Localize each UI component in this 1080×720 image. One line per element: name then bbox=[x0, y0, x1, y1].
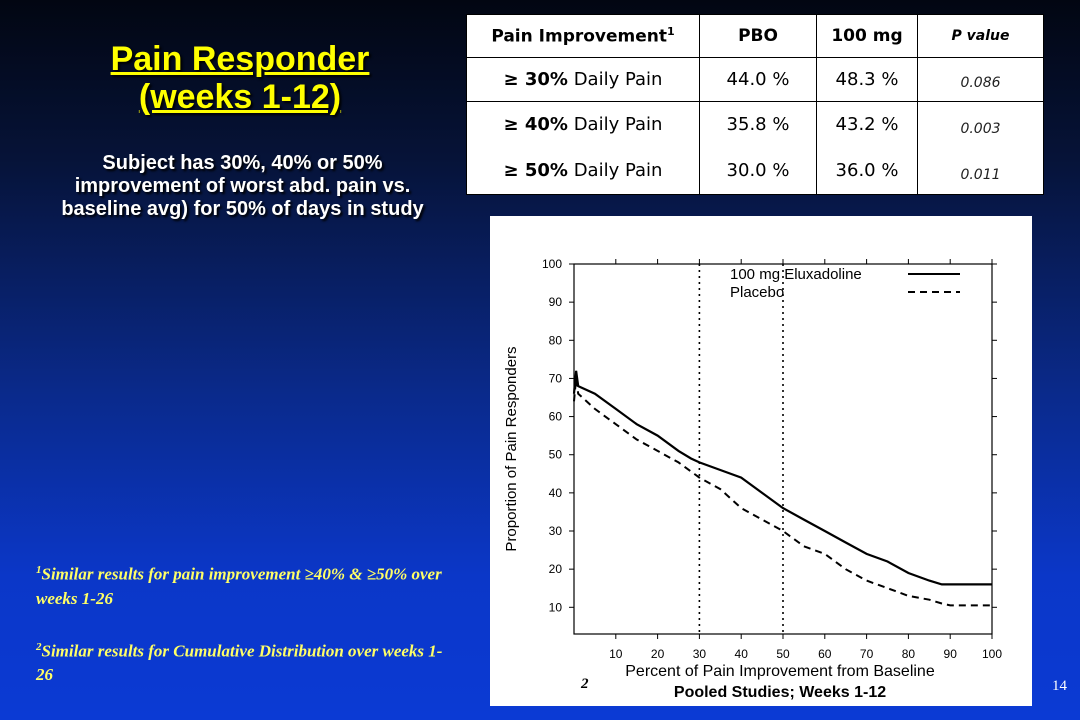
row-dose-value: 43.2 % bbox=[835, 114, 899, 135]
x-axis-label: Percent of Pain Improvement from Baselin… bbox=[625, 663, 935, 680]
legend-label: 100 mg Eluxadoline bbox=[730, 266, 862, 283]
footnote-2-marker: 2 bbox=[36, 640, 42, 653]
row-pbo-value: 44.0 % bbox=[699, 57, 817, 102]
row-p-values: 0.003 0.011 bbox=[917, 101, 1044, 195]
y-tick-label: 10 bbox=[549, 600, 563, 614]
x-tick-label: 20 bbox=[651, 647, 665, 661]
row-label: ≥ 30% Daily Pain bbox=[466, 57, 700, 102]
gridlines bbox=[698, 264, 784, 634]
title-line-2: (weeks 1-12) bbox=[138, 78, 342, 116]
row-label: ≥ 50% Daily Pain bbox=[503, 160, 663, 181]
results-table: Pain Improvement1 PBO 100 mg P value ≥ 3… bbox=[466, 14, 1044, 195]
table-row: ≥ 30% Daily Pain 44.0 % 48.3 % 0.086 bbox=[466, 57, 1044, 102]
responder-definition: Subject has 30%, 40% or 50% improvement … bbox=[61, 152, 424, 220]
header-100mg: 100 mg bbox=[816, 14, 918, 58]
responder-chart-svg: 10 20 30 40 50 60 70 80 90 100 10 20 30 40 50 60 70 80 90 1… bbox=[503, 257, 1002, 701]
x-tick-label: 60 bbox=[818, 647, 832, 661]
row-pbo-value: 35.8 % bbox=[726, 114, 790, 135]
chart-footnote-marker: 2 bbox=[581, 676, 589, 692]
x-tick-label: 100 bbox=[982, 647, 1002, 661]
row-dose-value: 36.0 % bbox=[835, 160, 899, 181]
x-tick-label: 70 bbox=[860, 647, 874, 661]
x-tick-label: 40 bbox=[735, 647, 749, 661]
header-pbo: PBO bbox=[699, 14, 817, 58]
y-tick-label: 30 bbox=[549, 524, 563, 538]
y-tick-label: 90 bbox=[549, 295, 563, 309]
axis-ticks: 10 20 30 40 50 60 70 80 90 100 10 20 30 40 50 60 70 80 90 1… bbox=[542, 257, 1002, 661]
table-row-merged: ≥ 40% Daily Pain ≥ 50% Daily Pain 35.8 %… bbox=[466, 101, 1044, 195]
slide-title: Pain Responder (weeks 1-12) bbox=[70, 40, 410, 116]
x-tick-label: 90 bbox=[944, 647, 958, 661]
table-header-row: Pain Improvement1 PBO 100 mg P value bbox=[466, 14, 1044, 58]
header-p-value: P value bbox=[917, 14, 1044, 58]
row-p-value: 0.086 bbox=[917, 57, 1044, 102]
footnote-2: 2Similar results for Cumulative Distribu… bbox=[36, 635, 456, 688]
row-pbo-value: 30.0 % bbox=[726, 160, 790, 181]
row-labels: ≥ 40% Daily Pain ≥ 50% Daily Pain bbox=[466, 101, 700, 195]
x-tick-label: 50 bbox=[776, 647, 790, 661]
series-layer bbox=[572, 370, 992, 607]
row-pbo-values: 35.8 % 30.0 % bbox=[699, 101, 817, 195]
y-tick-label: 20 bbox=[549, 562, 563, 576]
row-p-value: 0.011 bbox=[960, 167, 1001, 183]
row-dose-values: 43.2 % 36.0 % bbox=[816, 101, 918, 195]
row-dose-value: 48.3 % bbox=[816, 57, 918, 102]
x-tick-label: 30 bbox=[693, 647, 707, 661]
x-tick-label: 10 bbox=[609, 647, 623, 661]
x-tick-label: 80 bbox=[902, 647, 916, 661]
y-tick-label: 70 bbox=[549, 371, 563, 385]
y-tick-label: 60 bbox=[549, 410, 563, 424]
footnotes: 1Similar results for pain improvement ≥4… bbox=[36, 558, 456, 711]
header-pain-improvement: Pain Improvement1 bbox=[466, 14, 700, 58]
footnote-1-text: Similar results for pain improvement ≥40… bbox=[36, 564, 442, 608]
series-line-eluxadoline bbox=[572, 370, 992, 586]
responder-chart: 10 20 30 40 50 60 70 80 90 100 10 20 30 40 50 60 70 80 90 1… bbox=[490, 216, 1032, 706]
y-tick-label: 40 bbox=[549, 486, 563, 500]
y-tick-label: 80 bbox=[549, 333, 563, 347]
title-line-1: Pain Responder bbox=[110, 40, 370, 78]
y-tick-label: 100 bbox=[542, 257, 562, 271]
page-number: 14 bbox=[1052, 678, 1067, 694]
legend-label: Placebo bbox=[730, 284, 784, 301]
row-label: ≥ 40% Daily Pain bbox=[503, 114, 663, 135]
y-tick-label: 50 bbox=[549, 448, 563, 462]
footnote-2-text: Similar results for Cumulative Distribut… bbox=[36, 641, 443, 685]
row-p-value: 0.003 bbox=[960, 121, 1001, 137]
footnote-1-marker: 1 bbox=[36, 564, 42, 576]
chart-title: Pooled Studies; Weeks 1-12 bbox=[674, 684, 886, 701]
y-axis-label: Proportion of Pain Responders bbox=[503, 346, 520, 551]
footnote-1: 1Similar results for pain improvement ≥4… bbox=[36, 558, 456, 611]
